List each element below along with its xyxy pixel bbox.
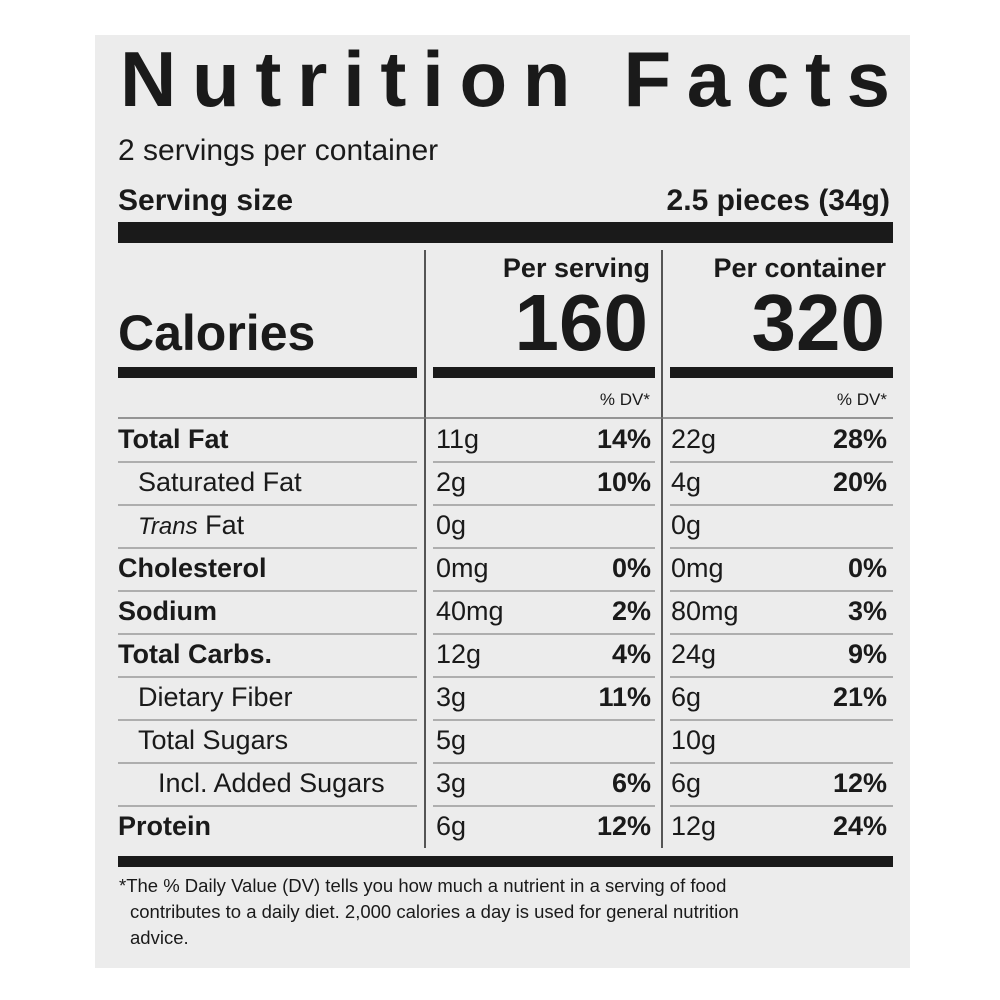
nutrient-name: Incl. Added Sugars — [158, 768, 385, 798]
calories-label: Calories — [118, 305, 315, 361]
nutrient-name-text: Saturated Fat — [138, 467, 302, 497]
amount: 2g — [436, 467, 466, 497]
nutrient-rows: Total Fat 11g 14% 22g 28% Saturated Fat 2g 10% 4… — [118, 424, 893, 841]
daily-value: 24% — [833, 811, 887, 841]
daily-value: 4% — [612, 639, 651, 669]
nutrient-name-text: Cholesterol — [118, 553, 267, 583]
amount: 10g — [671, 725, 716, 755]
footnote-line: contributes to a daily diet. 2,000 calor… — [130, 901, 739, 922]
footnote-line: *The % Daily Value (DV) tells you how mu… — [119, 875, 726, 896]
medium-rule — [118, 856, 893, 867]
column-header: Per serving — [503, 253, 650, 283]
serving-size-value: 2.5 pieces (34g) — [667, 184, 890, 217]
daily-value: 14% — [597, 424, 651, 454]
nutrient-name: Protein — [118, 811, 211, 841]
amount: 3g — [436, 768, 466, 798]
daily-value: 9% — [848, 639, 887, 669]
footnote-line: advice. — [130, 927, 189, 948]
nutrient-name: Cholesterol — [118, 553, 267, 583]
daily-value: 0% — [612, 553, 651, 583]
nutrient-name-text: Incl. Added Sugars — [158, 768, 385, 798]
amount: 6g — [671, 768, 701, 798]
title: Nutrition Facts — [120, 35, 890, 123]
amount: 0g — [671, 510, 701, 540]
daily-value: 28% — [833, 424, 887, 454]
medium-rule — [670, 367, 893, 378]
dv-header: % DV* — [600, 390, 650, 409]
amount: 4g — [671, 467, 701, 497]
amount: 12g — [671, 811, 716, 841]
daily-value: 3% — [848, 596, 887, 626]
daily-value: 12% — [597, 811, 651, 841]
nutrient-name-text: Total Fat — [118, 424, 229, 454]
amount: 80mg — [671, 596, 739, 626]
amount: 12g — [436, 639, 481, 669]
thick-rule — [118, 222, 893, 243]
daily-value: 10% — [597, 467, 651, 497]
calories-value: 320 — [752, 278, 885, 367]
amount: 6g — [671, 682, 701, 712]
nutrient-name: Total Fat — [118, 424, 229, 454]
nutrient-name: Total Sugars — [138, 725, 288, 755]
nutrient-name: Sodium — [118, 596, 217, 626]
amount: 3g — [436, 682, 466, 712]
serving-size-label: Serving size — [118, 184, 293, 217]
nutrient-name: Saturated Fat — [138, 467, 302, 497]
daily-value: 20% — [833, 467, 887, 497]
calories-value: 160 — [515, 278, 648, 367]
amount: 0g — [436, 510, 466, 540]
amount: 0mg — [671, 553, 724, 583]
label-panel — [95, 35, 910, 968]
amount: 40mg — [436, 596, 504, 626]
amount: 22g — [671, 424, 716, 454]
column-header: Per container — [713, 253, 886, 283]
daily-value: 0% — [848, 553, 887, 583]
amount: 0mg — [436, 553, 489, 583]
daily-value: 21% — [833, 682, 887, 712]
nutrient-name-text: Sodium — [118, 596, 217, 626]
nutrient-name-text: Protein — [118, 811, 211, 841]
nutrient-name: Total Carbs. — [118, 639, 272, 669]
medium-rule — [433, 367, 655, 378]
daily-value: 11% — [598, 682, 651, 712]
nutrient-name-italic: Trans — [138, 513, 198, 540]
nutrient-name-text: Total Carbs. — [118, 639, 272, 669]
amount: 11g — [436, 424, 479, 454]
dv-header: % DV* — [837, 390, 887, 409]
amount: 6g — [436, 811, 466, 841]
footnote: *The % Daily Value (DV) tells you how mu… — [119, 875, 739, 948]
nutrient-name-text: Fat — [198, 510, 245, 540]
nutrient-name-text: Total Sugars — [138, 725, 288, 755]
nutrient-name: Dietary Fiber — [138, 682, 293, 712]
daily-value: 12% — [833, 768, 887, 798]
medium-rule — [118, 367, 417, 378]
amount: 5g — [436, 725, 466, 755]
daily-value: 6% — [612, 768, 651, 798]
daily-value: 2% — [612, 596, 651, 626]
servings: 2 servings per container — [118, 134, 438, 167]
amount: 24g — [671, 639, 716, 669]
nutrient-name: Trans Fat — [138, 510, 245, 540]
nutrient-name-text: Dietary Fiber — [138, 682, 293, 712]
